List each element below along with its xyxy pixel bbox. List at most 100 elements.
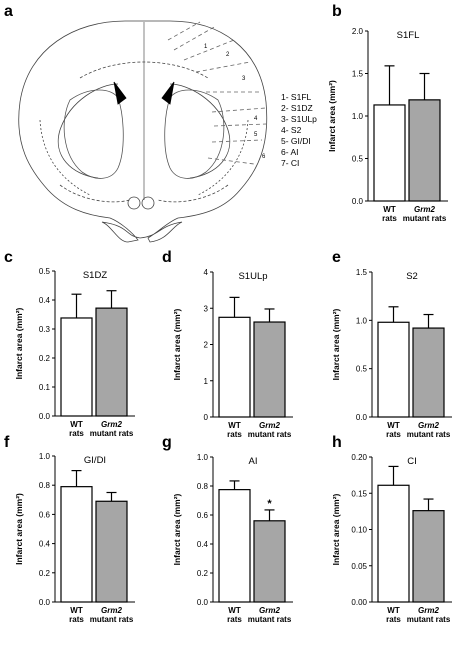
right-striatum (164, 89, 225, 179)
legend-entry-s2: 4- S2 (281, 125, 302, 135)
category-label: Grm2 (418, 606, 439, 615)
category-label: mutant rats (407, 615, 451, 624)
category-label: WT (228, 421, 241, 430)
y-tick-label: 0.0 (39, 598, 51, 607)
y-axis-label: Infarct area (mm²) (14, 307, 24, 379)
significance-marker: * (267, 498, 272, 510)
chart-panel-h: 0.00 0.05 0.10 0.15 0.20 CI Infarct area (mm²)… (331, 453, 452, 624)
corpus-callosum (79, 61, 209, 79)
y-tick-label: 1.5 (356, 268, 368, 277)
y-tick-label: 0.8 (39, 481, 51, 490)
category-label: rats (382, 214, 397, 223)
region-number-1: 1 (204, 44, 208, 50)
bar-wt-rats (60, 486, 93, 603)
region-legend: 1- S1FL 2- S1DZ 3- S1ULp 4- S2 5- GI/DI … (281, 92, 317, 168)
y-tick-label: 1 (204, 377, 209, 386)
category-label: Grm2 (101, 606, 122, 615)
y-tick-label: 0.00 (351, 598, 367, 607)
y-tick-label: 0 (204, 413, 209, 422)
cortical-region-boundaries (167, 21, 267, 165)
category-label: rats (69, 615, 84, 624)
y-tick-label: 0.6 (197, 511, 209, 520)
chart-title: S2 (406, 271, 418, 282)
brain-section-diagram: 1 2 3 4 5 6 (18, 20, 268, 243)
y-axis-label: Infarct area (mm²) (331, 493, 341, 565)
bar-wt-rats (373, 104, 406, 202)
chart-title: S1FL (397, 30, 420, 41)
y-tick-label: 0.2 (197, 569, 209, 578)
chart-panel-c: 0.0 0.1 0.2 0.3 0.4 0.5 S1DZ Infarct area (mm²)… (14, 267, 135, 438)
category-label: WT (387, 606, 400, 615)
y-tick-label: 0.0 (352, 197, 364, 206)
legend-entry-gi-di: 5- GI/DI (281, 136, 311, 146)
chart-title: CI (407, 456, 417, 467)
bar-grm2-mutant-rats (95, 500, 128, 603)
category-label: Grm2 (259, 606, 280, 615)
left-optic-circle (127, 196, 141, 210)
y-tick-label: 0.8 (197, 482, 209, 491)
category-label: Grm2 (101, 420, 122, 429)
brain-outline (18, 20, 268, 243)
y-tick-label: 3 (204, 304, 209, 313)
y-tick-label: 0.10 (351, 526, 367, 535)
y-tick-label: 1.5 (352, 70, 364, 79)
category-label: mutant rats (248, 430, 292, 439)
y-tick-label: 0.2 (39, 569, 51, 578)
chart-title: AI (249, 456, 258, 467)
y-tick-label: 0.1 (39, 383, 51, 392)
chart-panel-g: 0.0 0.2 0.4 0.6 0.8 1.0 AI Infarct area (mm²) WT… (172, 453, 293, 624)
bar-grm2-mutant-rats (95, 307, 128, 417)
y-tick-label: 0.0 (356, 413, 368, 422)
category-label: mutant rats (248, 615, 292, 624)
panel-letter-f: f (4, 434, 10, 451)
y-tick-label: 0.4 (39, 296, 51, 305)
y-tick-label: 1.0 (39, 452, 51, 461)
left-ventricle-outline (57, 83, 119, 179)
panel-letter-a: a (4, 3, 13, 20)
y-axis-label: Infarct area (mm²) (327, 80, 337, 152)
category-label: rats (386, 430, 401, 439)
category-label: WT (387, 421, 400, 430)
y-tick-label: 0.0 (197, 598, 209, 607)
panel-letter-d: d (162, 249, 172, 266)
panel-letter-g: g (162, 434, 172, 451)
category-label: WT (70, 606, 83, 615)
legend-entry-s1dz: 2- S1DZ (281, 103, 313, 113)
bar-wt-rats (377, 484, 410, 603)
y-tick-label: 0.6 (39, 510, 51, 519)
y-tick-label: 0.4 (39, 540, 51, 549)
region-number-4: 4 (254, 116, 258, 122)
inner-dashed-contour (39, 119, 249, 196)
category-label: mutant rats (90, 615, 134, 624)
category-label: WT (228, 606, 241, 615)
region-number-3: 3 (242, 76, 246, 82)
right-optic-circle (141, 196, 155, 210)
y-tick-label: 0.2 (39, 354, 51, 363)
category-label: mutant rats (407, 430, 451, 439)
y-tick-label: 1.0 (356, 316, 368, 325)
panel-letter-b: b (332, 3, 342, 20)
chart-panel-b: 0.0 0.5 1.0 1.5 2.0 S1FL Infarct area (mm²) WTr… (327, 27, 448, 223)
region-number-2: 2 (226, 52, 230, 58)
y-tick-label: 0.5 (352, 155, 364, 164)
y-tick-label: 0.3 (39, 325, 51, 334)
panel-letter-h: h (332, 434, 342, 451)
category-label: rats (386, 615, 401, 624)
bar-grm2-mutant-rats (253, 321, 286, 418)
y-tick-label: 0.15 (351, 489, 367, 498)
y-tick-label: 0.4 (197, 540, 209, 549)
category-label: rats (69, 429, 84, 438)
y-tick-label: 2 (204, 341, 209, 350)
bar-wt-rats (60, 317, 93, 417)
bar-grm2-mutant-rats (412, 327, 445, 418)
category-label: Grm2 (414, 205, 435, 214)
y-tick-label: 0.05 (351, 562, 367, 571)
chart-title: S1ULp (238, 271, 267, 282)
region-number-6: 6 (262, 154, 266, 160)
legend-entry-s1ulp: 3- S1ULp (281, 114, 317, 124)
category-label: WT (383, 205, 396, 214)
chart-panel-f: 0.0 0.2 0.4 0.6 0.8 1.0 GI/DI Infarct area (mm²… (14, 452, 135, 624)
y-tick-label: 1.0 (197, 453, 209, 462)
